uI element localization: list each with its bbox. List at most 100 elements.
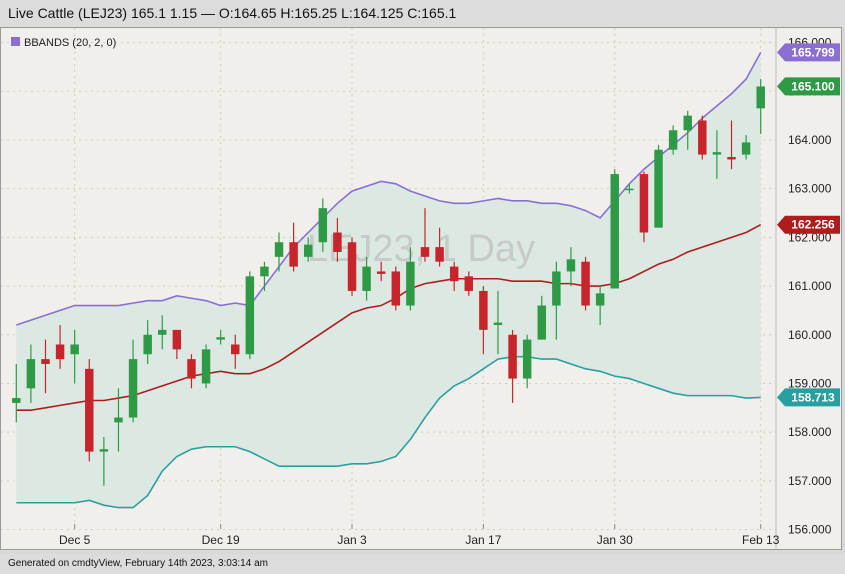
value-label-text: 165.799 [791,45,835,59]
y-tick-label: 160.000 [788,328,832,342]
candle [376,261,386,282]
candle-body [508,334,517,379]
chart-frame: LEJ23, 1 Day 156.000 157.000 158.000 159.00… [0,27,842,550]
candle [245,271,255,360]
middle-band-line [16,224,762,412]
candle-body [435,247,444,262]
candle-body [625,188,634,191]
candle-body [376,271,386,274]
candle-body [128,359,138,418]
candle-body [406,261,415,306]
x-tick-label: Jan 30 [597,533,633,547]
candle-body [55,344,65,360]
x-tick-label: Jan 17 [465,533,501,547]
candle [187,354,196,389]
candle [464,271,474,296]
candle-body [581,261,590,306]
candle-body [318,208,328,243]
candle-body [391,271,401,306]
candle [70,329,79,384]
candle-body [668,130,678,150]
y-tick-label: 159.000 [788,376,832,390]
candle-body [683,115,692,131]
candle [303,237,313,262]
value-labels: 165.799 165.100 162.256 158.713 [777,43,840,407]
candle-body [289,242,298,267]
candle-body [12,398,21,403]
legend-swatch [11,37,20,46]
candlestick-chart[interactable]: LEJ23, 1 Day 156.000157.000158.000159.00… [1,28,841,549]
candle-body [595,293,605,306]
candle [41,339,50,394]
candle [654,144,663,228]
candle [114,388,123,452]
candle-body [158,329,167,335]
close-value-label: 165.100 [777,77,840,96]
y-tick-label: 164.000 [788,133,832,147]
candle [581,256,590,311]
lower-band-value-label: 158.713 [777,388,840,407]
candle-body [26,359,36,389]
candle [639,171,649,243]
candle-body [362,266,371,291]
candle-body [654,149,663,228]
candle [362,256,371,301]
candle-body [143,334,152,355]
candle-body [85,368,94,452]
candle-body [420,247,430,257]
value-label-background [777,388,840,407]
bollinger-bands [16,51,762,509]
candle [683,110,692,150]
candle-body [727,157,736,160]
candle-body [493,322,503,326]
candle [85,359,94,462]
candle [143,320,152,364]
candle-body [303,244,313,257]
x-tick-label: Dec 19 [202,533,240,547]
candle [522,334,532,389]
candle [479,286,488,355]
candle-body [201,349,211,384]
candle-body [756,86,765,109]
candle [128,339,138,423]
candle-body [187,359,196,379]
chart-title: Live Cattle (LEJ23) 165.1 1.15 — O:164.6… [8,5,457,21]
candle [668,125,678,155]
lower-band-line [16,355,761,509]
footer-text: Generated on cmdtyView, February 14th 20… [8,558,268,569]
value-label-background [777,43,840,62]
candle [347,237,357,296]
candle [391,266,401,311]
candle [55,325,65,369]
candle-body [639,174,649,233]
x-tick-label: Feb 13 [742,533,780,547]
candle-body [231,344,240,355]
value-label-text: 158.713 [791,390,835,404]
x-tick-label: Dec 5 [59,533,91,547]
candle [260,261,269,291]
candle-body [464,276,474,291]
candle-body [41,359,50,364]
legend-label: BBANDS (20, 2, 0) [24,37,116,49]
candle [595,286,605,326]
candle [552,261,561,340]
candle [333,217,342,262]
y-tick-label: 163.000 [788,182,832,196]
candle [216,329,225,345]
candle [698,115,707,160]
candle-body [610,174,619,289]
candle-body [70,344,79,355]
candle-body [216,337,225,340]
candle [493,290,503,355]
candle [449,261,459,291]
candle [201,344,211,389]
candle [274,232,284,272]
value-label-background [777,77,840,96]
candle-body [245,276,255,355]
candle [26,344,36,403]
candle-body [347,242,357,291]
candle-body [698,120,707,155]
candle-body [537,305,546,340]
candle-body [333,232,342,252]
candle [318,198,328,252]
